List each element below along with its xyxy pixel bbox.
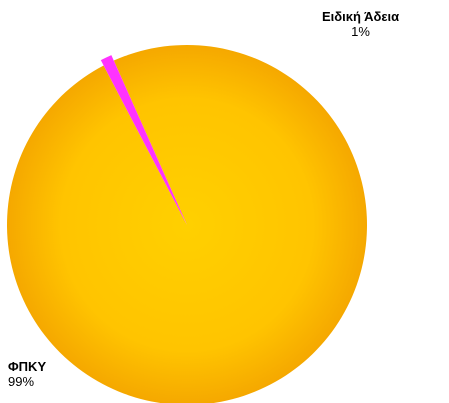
slice-percent: 1% xyxy=(351,23,370,39)
pie-slices xyxy=(7,45,367,403)
slice-name: ΦΠΚΥ xyxy=(8,359,47,374)
pie-slice-1 xyxy=(100,55,187,226)
slice-label-fpky: ΦΠΚΥ 99% xyxy=(8,359,47,390)
slice-label-eidiki-adeia: Ειδική Άδεια 1% xyxy=(322,9,400,40)
slice-percent: 99% xyxy=(8,373,35,389)
slice-name: Ειδική Άδεια xyxy=(322,9,400,24)
pie-slice-0 xyxy=(7,45,367,403)
